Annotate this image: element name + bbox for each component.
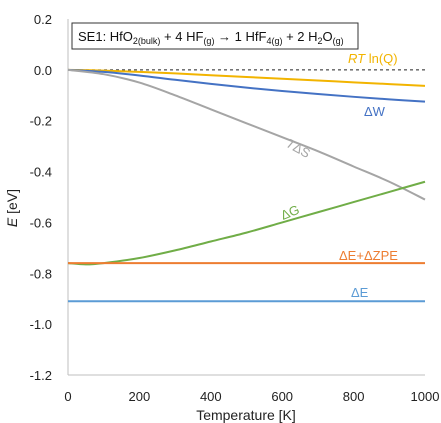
series-label-text: ΔW	[364, 104, 386, 119]
title-subscript: 4(g)	[266, 36, 282, 46]
x-tick-label: 600	[271, 389, 293, 404]
series-line	[67, 68, 426, 103]
series-label: RT ln(Q)	[348, 51, 398, 66]
reaction-title: SE1: HfO2(bulk) + 4 HF(g) → 1 HfF4(g) + …	[78, 29, 344, 46]
series-label-text: ln(Q)	[365, 51, 398, 66]
title-part: + 2 H	[282, 29, 317, 44]
y-tick-label: -1.0	[30, 317, 52, 332]
y-axis-ticks: 0.2 0.0 -0.2 -0.4 -0.6 -0.8 -1.0 -1.2	[30, 12, 52, 383]
x-tick-label: 1000	[411, 389, 440, 404]
series-label-text: ΔE	[351, 285, 369, 300]
title-frame	[71, 22, 359, 50]
series-label: ΔE	[351, 285, 369, 300]
y-tick-label: -0.6	[30, 215, 52, 230]
y-tick-label: 0.0	[34, 63, 52, 78]
y-tick-label: -0.2	[30, 114, 52, 129]
series-label-text: ΔS	[291, 139, 314, 161]
series-label-text: ΔG	[279, 202, 302, 223]
title-part: + 4 HF	[160, 29, 203, 44]
title-part: O	[323, 29, 333, 44]
reaction-title-box: SE1: HfO2(bulk) + 4 HF(g) → 1 HfF4(g) + …	[71, 22, 359, 50]
x-tick-label: 200	[129, 389, 151, 404]
series-labels: RT ln(Q) ΔW TΔS ΔG ΔE+ΔZPE ΔE	[279, 51, 399, 300]
x-axis-title: Temperature [K]	[196, 407, 296, 423]
plot-area	[67, 19, 425, 376]
series-label: TΔS	[284, 136, 314, 162]
title-subscript: 2	[318, 36, 323, 46]
y-axis-title-symbol: E	[4, 217, 20, 227]
series-label-text: ΔE+ΔZPE	[339, 248, 398, 263]
y-axis-title: E [eV]	[4, 189, 20, 227]
series-label: ΔE+ΔZPE	[339, 248, 398, 263]
y-tick-label: 0.2	[34, 12, 52, 27]
series-label: ΔW	[364, 104, 386, 119]
x-tick-label: 0	[64, 389, 71, 404]
y-axis-title-unit: [eV]	[4, 189, 20, 218]
title-part: → 1 HfF	[214, 29, 266, 44]
series-line	[67, 68, 426, 201]
title-subscript: (g)	[203, 36, 214, 46]
series-layer	[67, 68, 426, 303]
title-subscript: (g)	[333, 36, 344, 46]
x-axis-ticks: 0 200 400 600 800 1000	[64, 389, 439, 404]
y-tick-label: -0.8	[30, 266, 52, 281]
title-subscript: 2(bulk)	[133, 36, 161, 46]
y-tick-label: -1.2	[30, 368, 52, 383]
series-label: ΔG	[279, 202, 302, 223]
y-tick-label: -0.4	[30, 165, 52, 180]
title-part: SE1: HfO	[78, 29, 133, 44]
x-tick-label: 400	[200, 389, 222, 404]
series-line	[67, 68, 426, 87]
series-label-italic: RT	[348, 51, 366, 66]
x-tick-label: 800	[343, 389, 365, 404]
